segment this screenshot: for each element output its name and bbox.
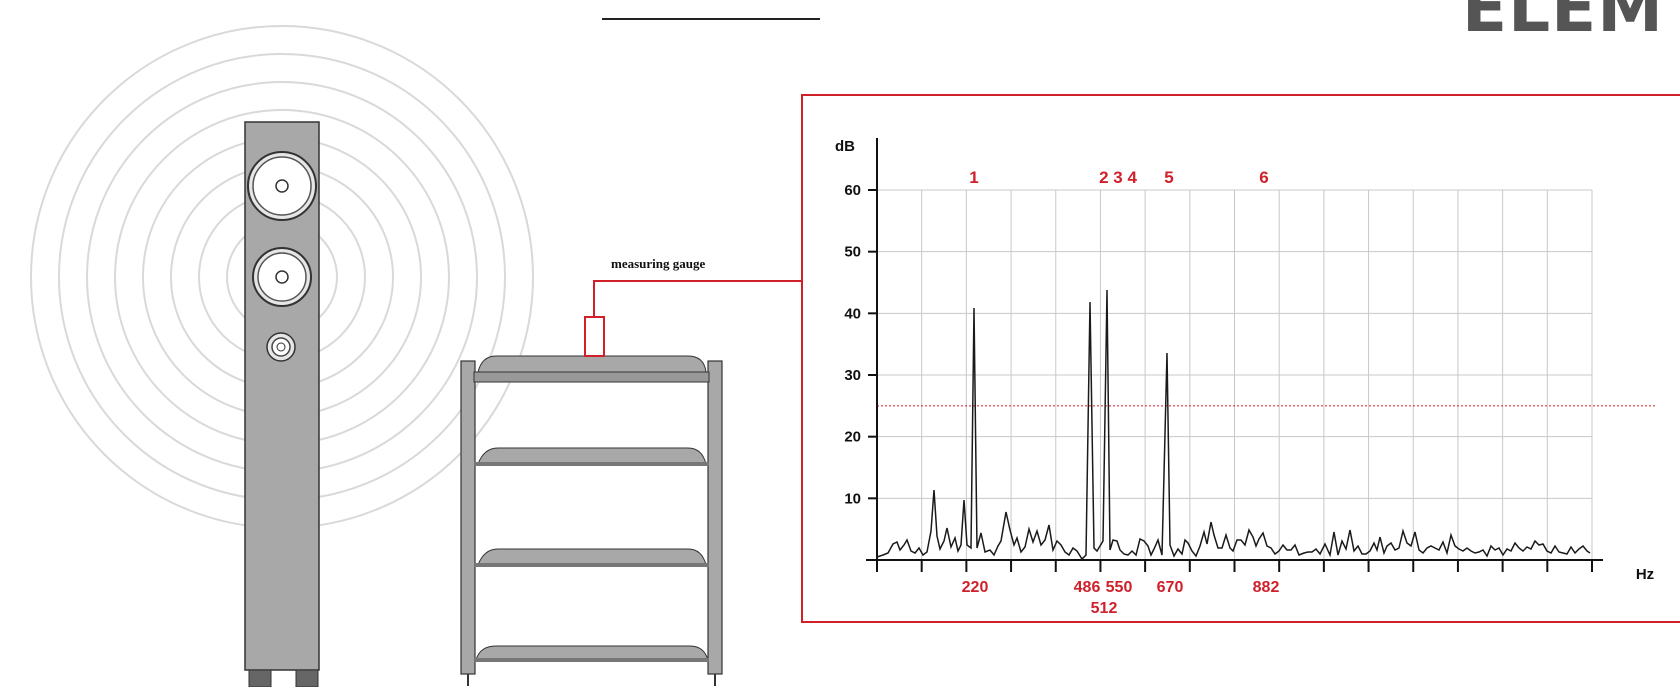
spectrum-line [876, 289, 1591, 561]
peak-number: 6 [1259, 168, 1268, 187]
frequency-label: 220 [962, 579, 989, 596]
y-tick-label: 40 [844, 305, 861, 322]
speaker [244, 121, 320, 687]
woofer-top [247, 151, 317, 221]
header-rule [602, 18, 820, 20]
frequency-label: 486 [1074, 579, 1101, 596]
chart-grid [876, 189, 1593, 560]
rack-shelf [474, 447, 709, 466]
peak-number: 2 3 4 [1099, 168, 1137, 187]
rack-shelf [474, 548, 709, 567]
frequency-label: 550 [1106, 579, 1133, 596]
frequency-label: 512 [1091, 600, 1118, 617]
frequency-label: 670 [1157, 579, 1184, 596]
peak-numbers: 1 2 3 4 5 6 [969, 168, 1268, 187]
woofer-bottom [252, 247, 312, 307]
x-axis-ticks [876, 560, 1593, 572]
tweeter [266, 332, 296, 362]
frequency-labels: 220 486 550 670 882 512 [962, 579, 1280, 617]
equipment-rack [460, 355, 723, 686]
y-tick-label: 60 [844, 182, 861, 199]
x-axis-label: Hz [1636, 566, 1654, 583]
peak-number: 5 [1164, 168, 1173, 187]
y-tick-label: 20 [844, 429, 861, 446]
chart-frame [801, 94, 1680, 623]
peak-number: 1 [969, 168, 978, 187]
y-axis-label: dB [835, 138, 855, 155]
gauge-connector-line [593, 280, 802, 317]
frequency-label: 882 [1253, 579, 1280, 596]
measuring-gauge-sensor [584, 316, 605, 357]
rack-shelf [473, 355, 710, 383]
brand-logo-text: ELEM [1462, 0, 1664, 47]
y-tick-label: 30 [844, 367, 861, 384]
frequency-spectrum-chart: 10 20 30 40 50 60 dB Hz 1 2 3 4 5 6 220 486 550 670… [835, 138, 1655, 617]
measuring-gauge-label: measuring gauge [611, 256, 706, 271]
rack-shelf [474, 645, 709, 662]
y-tick-label: 50 [844, 244, 861, 261]
y-axis-ticks: 10 20 30 40 50 60 [844, 182, 877, 507]
y-tick-label: 10 [844, 490, 861, 507]
